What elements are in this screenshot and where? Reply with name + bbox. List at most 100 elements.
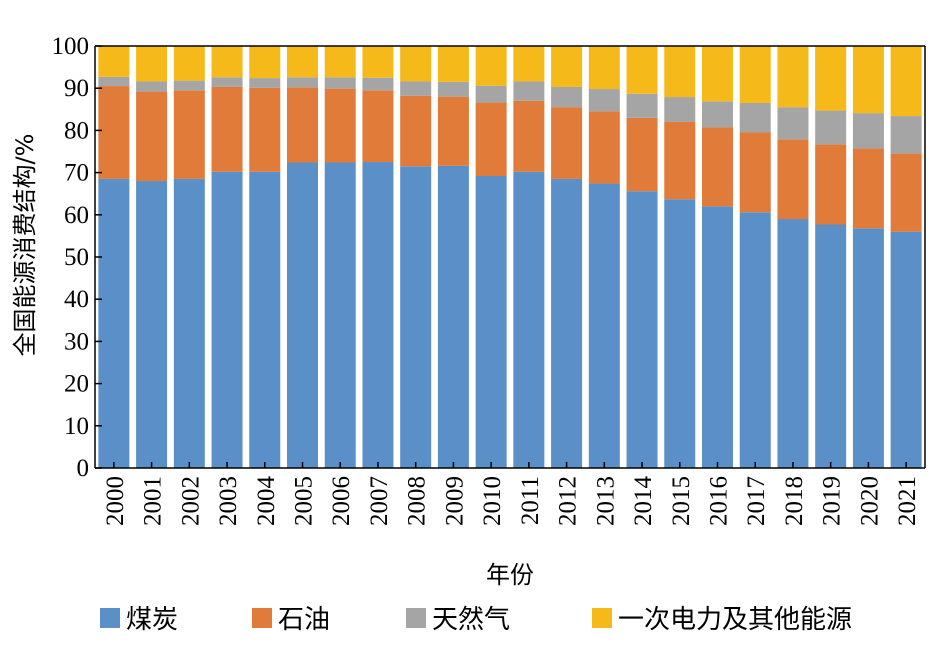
bar-segment-2006-2 xyxy=(324,77,356,89)
bar-segment-2000-3 xyxy=(98,46,130,77)
y-axis-ticks: 0 10 20 30 40 50 60 70 80 90 100 xyxy=(52,33,102,482)
x-tick-label: 2021 xyxy=(894,476,921,526)
y-tick-label: 90 xyxy=(64,75,89,102)
bar-segment-2016-2 xyxy=(702,101,733,128)
x-tick-label: 2003 xyxy=(215,476,242,526)
x-tick-label: 2017 xyxy=(743,476,770,526)
legend-swatch-0 xyxy=(100,608,120,628)
bar-segment-2003-2 xyxy=(211,77,243,87)
bar-segment-2013-3 xyxy=(588,46,620,90)
bar-segment-2010-0 xyxy=(475,175,507,469)
bar-segment-2005-2 xyxy=(287,77,318,88)
legend-label-3: 一次电力及其他能源 xyxy=(618,605,852,635)
bar-segment-2001-3 xyxy=(136,46,168,82)
y-tick-label: 20 xyxy=(64,371,89,398)
bar-segment-2013-2 xyxy=(588,89,620,112)
x-axis-ticks: 2000 2001 2002 2003 2004 2005 2006 2007 2008 2009… xyxy=(102,462,921,526)
bar-segment-2000-2 xyxy=(98,76,130,87)
bar-segment-2017-1 xyxy=(739,132,771,213)
bar-segment-2007-0 xyxy=(362,162,394,469)
bar-segment-2016-1 xyxy=(702,127,733,207)
bar-segment-2020-2 xyxy=(852,113,884,149)
bar-segment-2003-3 xyxy=(211,46,243,78)
bar-segment-2018-1 xyxy=(777,139,809,220)
bar-segment-2001-0 xyxy=(136,181,168,469)
bar-segment-2021-0 xyxy=(890,231,922,468)
bar-segment-2018-2 xyxy=(777,107,809,140)
bar-segment-2014-2 xyxy=(626,93,658,118)
legend: 煤炭 石油 天然气 一次电力及其他能源 xyxy=(100,605,852,635)
bar-segment-2012-1 xyxy=(551,107,583,179)
legend-swatch-3 xyxy=(592,608,612,628)
bar-segment-2019-3 xyxy=(815,46,847,111)
x-tick-label: 2004 xyxy=(253,476,280,527)
bar-segment-2020-1 xyxy=(852,148,884,229)
bar-segment-2015-2 xyxy=(664,97,696,122)
bar-segment-2015-3 xyxy=(664,46,696,98)
bar-segment-2002-2 xyxy=(173,80,205,91)
y-tick-label: 30 xyxy=(64,328,89,355)
bar-segment-2016-3 xyxy=(702,46,733,102)
bar-segment-2003-1 xyxy=(211,86,243,172)
x-tick-label: 2008 xyxy=(404,476,431,526)
bar-segment-2003-0 xyxy=(211,171,243,468)
x-tick-label: 2014 xyxy=(630,476,657,527)
y-tick-label: 50 xyxy=(64,244,89,271)
bar-segment-2019-1 xyxy=(815,144,847,225)
bar-segment-2015-1 xyxy=(664,121,696,200)
bar-segment-2020-0 xyxy=(852,228,884,468)
legend-label-1: 石油 xyxy=(278,605,330,635)
bar-segment-2005-1 xyxy=(287,87,318,163)
bar-segment-2007-3 xyxy=(362,46,394,78)
bar-segment-2021-3 xyxy=(890,46,922,117)
bar-segment-2009-2 xyxy=(437,81,469,97)
bar-segment-2012-0 xyxy=(551,178,583,468)
x-tick-label: 2020 xyxy=(856,476,883,526)
bar-segment-2018-0 xyxy=(777,219,809,468)
bar-segment-2005-3 xyxy=(287,46,318,78)
x-tick-label: 2005 xyxy=(291,476,318,526)
y-tick-label: 0 xyxy=(77,455,90,482)
x-tick-label: 2016 xyxy=(706,476,733,526)
bar-segment-2001-2 xyxy=(136,81,168,92)
bar-segment-2014-3 xyxy=(626,46,658,94)
y-tick-label: 60 xyxy=(64,202,89,229)
bar-segment-2004-2 xyxy=(249,78,281,88)
bar-segment-2004-3 xyxy=(249,46,281,79)
bar-segment-2009-3 xyxy=(437,46,469,82)
bar-segment-2017-3 xyxy=(739,46,771,103)
x-tick-label: 2001 xyxy=(140,476,167,526)
bar-segment-2010-3 xyxy=(475,46,507,86)
bar-segment-2009-1 xyxy=(437,96,469,166)
bar-segment-2002-1 xyxy=(173,90,205,179)
bar-segment-2019-2 xyxy=(815,110,847,145)
bar-segment-2009-0 xyxy=(437,165,469,468)
bar-segment-2016-0 xyxy=(702,206,733,469)
bar-segment-2011-1 xyxy=(513,100,545,172)
bar-segment-2021-1 xyxy=(890,153,922,232)
x-tick-label: 2006 xyxy=(328,476,355,526)
y-tick-label: 10 xyxy=(64,413,89,440)
bar-segment-2017-2 xyxy=(739,102,771,133)
y-tick-label: 100 xyxy=(52,33,90,60)
bar-segment-2007-1 xyxy=(362,90,394,163)
bar-segment-2011-3 xyxy=(513,46,545,82)
bar-segment-2006-3 xyxy=(324,46,356,78)
x-tick-label: 2007 xyxy=(366,476,393,526)
x-tick-label: 2018 xyxy=(781,476,808,526)
bar-segment-2002-3 xyxy=(173,46,205,81)
y-tick-label: 70 xyxy=(64,160,89,187)
x-tick-label: 2009 xyxy=(441,476,468,526)
bar-segment-2013-0 xyxy=(588,183,620,468)
bar-segment-2021-2 xyxy=(890,116,922,154)
bar-segment-2008-0 xyxy=(400,166,432,468)
bar-segment-2000-0 xyxy=(98,178,130,468)
bar-segment-2020-3 xyxy=(852,46,884,114)
bar-segment-2007-2 xyxy=(362,77,394,91)
bar-segment-2004-1 xyxy=(249,87,281,172)
bar-segment-2008-3 xyxy=(400,46,432,82)
bar-segment-2011-0 xyxy=(513,171,545,468)
x-tick-label: 2000 xyxy=(102,476,129,526)
bars-layer xyxy=(98,46,922,469)
